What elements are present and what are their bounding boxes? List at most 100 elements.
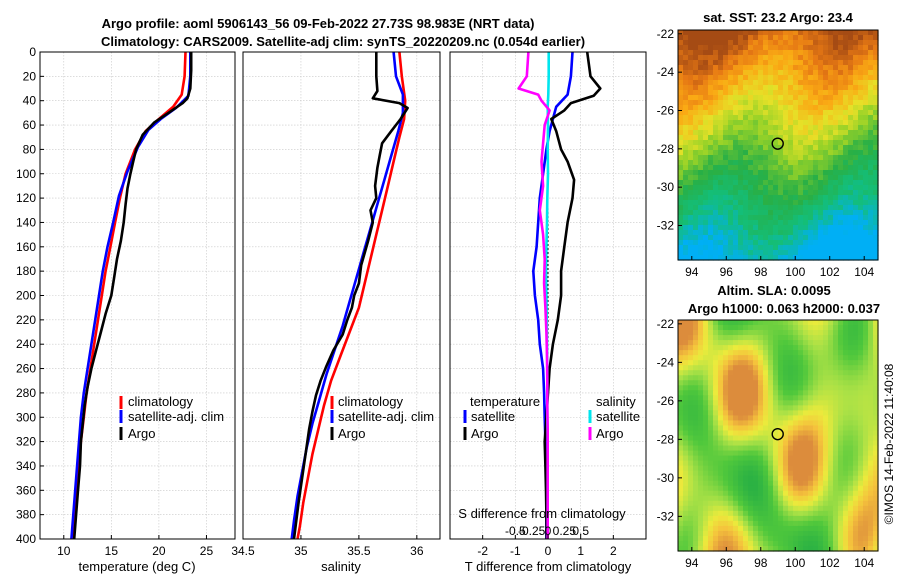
heatmap-cell — [823, 120, 829, 126]
heatmap-cell — [858, 325, 864, 331]
heatmap-cell — [873, 330, 879, 336]
heatmap-cell — [838, 250, 844, 256]
heatmap-cell — [873, 405, 879, 411]
heatmap-cell — [853, 135, 859, 141]
heatmap-cell — [778, 340, 784, 346]
heatmap-cell — [828, 540, 834, 547]
heatmap-cell — [823, 510, 829, 517]
heatmap-cell — [833, 490, 839, 497]
heatmap-cell — [688, 205, 694, 211]
heatmap-cell — [873, 485, 879, 492]
heatmap-cell — [758, 510, 764, 517]
heatmap-cell — [768, 450, 774, 457]
heatmap-cell — [818, 345, 824, 351]
heatmap-cell — [718, 95, 724, 101]
heatmap-cell — [703, 480, 709, 487]
heatmap-cell — [713, 235, 719, 241]
heatmap-cell — [778, 520, 784, 527]
heatmap-cell — [688, 170, 694, 176]
heatmap-cell — [733, 545, 739, 552]
heatmap-cell — [688, 485, 694, 492]
heatmap-cell — [858, 395, 864, 401]
heatmap-cell — [778, 530, 784, 537]
heatmap-cell — [838, 215, 844, 221]
heatmap-cell — [813, 475, 819, 482]
heatmap-cell — [768, 350, 774, 356]
heatmap-cell — [838, 320, 844, 326]
heatmap-cell — [758, 390, 764, 396]
heatmap-cell — [703, 80, 709, 86]
heatmap-cell — [858, 80, 864, 86]
heatmap-cell — [873, 440, 879, 447]
heatmap-cell — [738, 195, 744, 201]
heatmap-cell — [818, 95, 824, 101]
heatmap-cell — [703, 100, 709, 106]
heatmap-cell — [818, 490, 824, 497]
heatmap-cell — [803, 470, 809, 477]
x-tick-label: 36 — [410, 544, 424, 558]
heatmap-cell — [803, 375, 809, 381]
heatmap-cell — [788, 155, 794, 161]
heatmap-cell — [853, 435, 859, 442]
heatmap-cell — [853, 205, 859, 211]
heatmap-cell — [858, 170, 864, 176]
heatmap-cell — [803, 60, 809, 66]
heatmap-cell — [798, 435, 804, 442]
heatmap-cell — [788, 475, 794, 482]
heatmap-cell — [723, 155, 729, 161]
heatmap-cell — [803, 485, 809, 492]
heatmap-cell — [853, 345, 859, 351]
heatmap-cell — [773, 365, 779, 371]
heatmap-cell — [843, 180, 849, 186]
heatmap-cell — [793, 505, 799, 512]
heatmap-cell — [723, 80, 729, 86]
heatmap-cell — [678, 380, 684, 386]
heatmap-cell — [733, 400, 739, 406]
x-tick-label: 1 — [577, 544, 584, 558]
heatmap-cell — [753, 490, 759, 497]
heatmap-cell — [813, 245, 819, 251]
heatmap-cell — [783, 130, 789, 136]
heatmap-cell — [753, 55, 759, 61]
heatmap-cell — [873, 320, 879, 326]
heatmap-cell — [733, 460, 739, 467]
heatmap-cell — [818, 455, 824, 462]
heatmap-cell — [853, 225, 859, 231]
heatmap-cell — [868, 540, 874, 547]
heatmap-cell — [728, 370, 734, 376]
heatmap-cell — [703, 505, 709, 512]
heatmap-cell — [863, 500, 869, 507]
heatmap-cell — [743, 120, 749, 126]
heatmap-cell — [688, 375, 694, 381]
heatmap-cell — [793, 470, 799, 477]
heatmap-cell — [733, 245, 739, 251]
heatmap-cell — [723, 110, 729, 116]
heatmap-cell — [783, 505, 789, 512]
heatmap-cell — [798, 445, 804, 452]
heatmap-cell — [798, 110, 804, 116]
heatmap-cell — [848, 175, 854, 181]
heatmap-cell — [828, 510, 834, 517]
heatmap-cell — [828, 175, 834, 181]
heatmap-cell — [833, 340, 839, 346]
heatmap-cell — [808, 215, 814, 221]
heatmap-cell — [768, 490, 774, 497]
heatmap-cell — [813, 170, 819, 176]
heatmap-cell — [728, 515, 734, 522]
heatmap-cell — [828, 205, 834, 211]
heatmap-cell — [773, 80, 779, 86]
heatmap-cell — [758, 400, 764, 406]
heatmap-cell — [688, 115, 694, 121]
heatmap-cell — [763, 255, 769, 261]
heatmap-cell — [798, 485, 804, 492]
heatmap-cell — [813, 545, 819, 552]
heatmap-cell — [703, 155, 709, 161]
heatmap-cell — [678, 350, 684, 356]
heatmap-cell — [818, 165, 824, 171]
heatmap-cell — [848, 240, 854, 246]
heatmap-cell — [698, 500, 704, 507]
heatmap-cell — [848, 545, 854, 552]
heatmap-cell — [818, 530, 824, 537]
heatmap-cell — [753, 200, 759, 206]
heatmap-cell — [818, 440, 824, 447]
